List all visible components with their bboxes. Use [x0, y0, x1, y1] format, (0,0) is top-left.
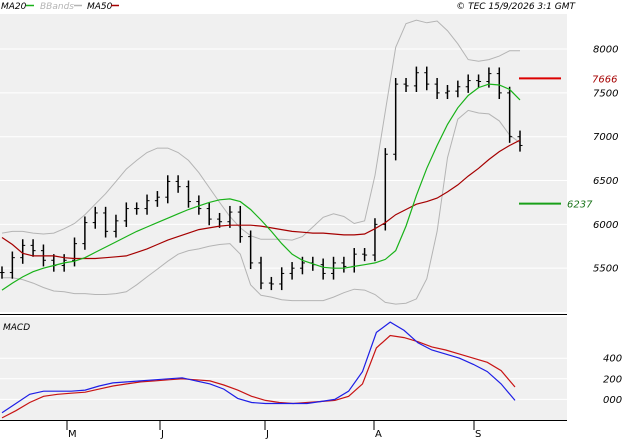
- macd-line: [1, 321, 516, 414]
- bb-upper-line: [1, 19, 520, 241]
- macd-tick-label: 000: [603, 395, 622, 406]
- x-tick-label: S: [475, 429, 481, 440]
- macd-tick-label: 400: [603, 354, 622, 365]
- x-tick-label: M: [68, 429, 77, 440]
- price-tick-label: 7500: [593, 88, 618, 99]
- copyright: © TEC 15/9/2026 3:1 GMT: [456, 2, 576, 12]
- macd-lines: [1, 321, 516, 419]
- legend: MA20 BBands MA50: [1, 2, 119, 12]
- price-levels: 7666 6237: [519, 74, 617, 211]
- ohlc-bars: [0, 66, 523, 291]
- resistance-level-label: 7666: [592, 74, 617, 85]
- signal-line: [1, 334, 516, 419]
- macd-tick-label: 200: [603, 374, 622, 385]
- x-tick-label: J: [160, 429, 164, 440]
- price-tick-label: 8000: [593, 45, 618, 56]
- x-tick-label: A: [375, 429, 382, 440]
- legend-bbands-label: BBands: [40, 2, 74, 12]
- macd-title: MACD: [3, 323, 30, 333]
- ma20-line: [1, 83, 521, 291]
- moving-averages: [1, 83, 521, 291]
- ma50-line: [1, 139, 521, 260]
- bollinger-bands: [1, 19, 521, 305]
- legend-ma20-label: MA20: [1, 2, 27, 12]
- price-tick-label: 6000: [593, 220, 618, 231]
- support-level-label: 6237: [567, 200, 593, 211]
- price-tick-label: 6500: [593, 176, 618, 187]
- legend-ma50-label: MA50: [87, 2, 113, 12]
- price-tick-label: 7000: [593, 132, 618, 143]
- price-panel: [0, 14, 567, 312]
- bb-lower-line: [2, 109, 521, 305]
- price-tick-label: 5500: [593, 264, 618, 275]
- x-tick-label: J: [265, 429, 269, 440]
